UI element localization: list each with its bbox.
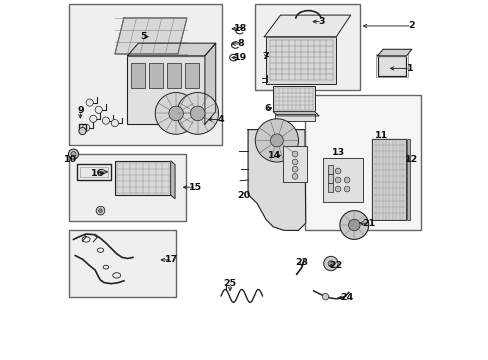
Text: 12: 12 <box>404 155 417 164</box>
Text: 13: 13 <box>331 148 344 157</box>
Text: 10: 10 <box>64 154 77 163</box>
Circle shape <box>95 106 102 113</box>
Text: 7: 7 <box>262 52 268 61</box>
Bar <box>167 63 181 88</box>
Bar <box>127 56 204 124</box>
Text: 4: 4 <box>217 115 224 124</box>
Bar <box>275 114 314 121</box>
Circle shape <box>190 106 204 121</box>
Bar <box>305 95 420 230</box>
Text: 8: 8 <box>237 40 244 49</box>
Text: 15: 15 <box>189 183 202 192</box>
Bar <box>131 63 145 88</box>
Bar <box>69 154 185 221</box>
Bar <box>69 4 222 145</box>
Circle shape <box>99 209 102 212</box>
Circle shape <box>327 261 333 266</box>
Polygon shape <box>377 49 411 56</box>
Text: 21: 21 <box>361 219 375 228</box>
Bar <box>80 167 108 177</box>
Bar <box>149 63 163 88</box>
Circle shape <box>111 120 118 127</box>
Polygon shape <box>204 43 215 124</box>
Circle shape <box>86 99 93 106</box>
Text: 1: 1 <box>406 64 412 73</box>
Bar <box>371 139 406 220</box>
Text: 19: 19 <box>234 53 247 62</box>
Circle shape <box>322 293 328 300</box>
Bar <box>328 183 332 192</box>
Text: 20: 20 <box>237 192 250 200</box>
Circle shape <box>155 93 197 134</box>
Circle shape <box>255 119 298 162</box>
Text: 6: 6 <box>264 104 271 112</box>
Circle shape <box>339 211 368 239</box>
Bar <box>77 164 111 180</box>
Text: 22: 22 <box>329 261 342 270</box>
Circle shape <box>292 166 297 172</box>
Text: 9: 9 <box>77 107 83 115</box>
Text: 17: 17 <box>165 256 178 264</box>
Bar <box>265 37 336 84</box>
Text: 18: 18 <box>234 24 247 33</box>
Circle shape <box>96 206 104 215</box>
Circle shape <box>344 177 349 183</box>
Bar <box>273 86 314 112</box>
Circle shape <box>82 124 89 131</box>
Circle shape <box>89 115 97 122</box>
Circle shape <box>102 117 109 124</box>
Text: 16: 16 <box>91 168 104 177</box>
Text: 25: 25 <box>223 279 236 288</box>
Circle shape <box>344 186 349 192</box>
Circle shape <box>270 134 283 147</box>
Bar <box>328 174 332 183</box>
Polygon shape <box>264 15 350 37</box>
Circle shape <box>292 159 297 165</box>
Text: 24: 24 <box>340 293 353 302</box>
Circle shape <box>79 127 86 135</box>
Text: 23: 23 <box>294 258 307 266</box>
Circle shape <box>292 151 297 157</box>
Circle shape <box>335 177 340 183</box>
Bar <box>322 158 362 202</box>
Text: 2: 2 <box>408 21 414 30</box>
Circle shape <box>292 174 297 179</box>
Polygon shape <box>273 112 318 116</box>
Polygon shape <box>127 43 215 56</box>
Circle shape <box>68 149 79 159</box>
Bar <box>328 165 332 174</box>
Bar <box>185 63 199 88</box>
Bar <box>115 161 170 195</box>
Bar <box>377 56 406 76</box>
Polygon shape <box>247 130 305 230</box>
Bar <box>406 139 409 220</box>
Circle shape <box>335 186 340 192</box>
Bar <box>283 146 306 182</box>
Circle shape <box>348 219 359 231</box>
Text: 14: 14 <box>267 151 281 160</box>
Polygon shape <box>170 161 175 199</box>
Circle shape <box>335 168 340 174</box>
Bar <box>69 230 176 297</box>
Bar <box>255 4 359 90</box>
Circle shape <box>177 93 218 134</box>
Circle shape <box>71 152 76 157</box>
Text: 5: 5 <box>140 32 147 41</box>
Circle shape <box>168 106 183 121</box>
Circle shape <box>323 256 337 271</box>
Bar <box>375 54 407 77</box>
Polygon shape <box>115 18 186 54</box>
Text: 3: 3 <box>318 17 325 26</box>
Text: 11: 11 <box>375 131 388 140</box>
